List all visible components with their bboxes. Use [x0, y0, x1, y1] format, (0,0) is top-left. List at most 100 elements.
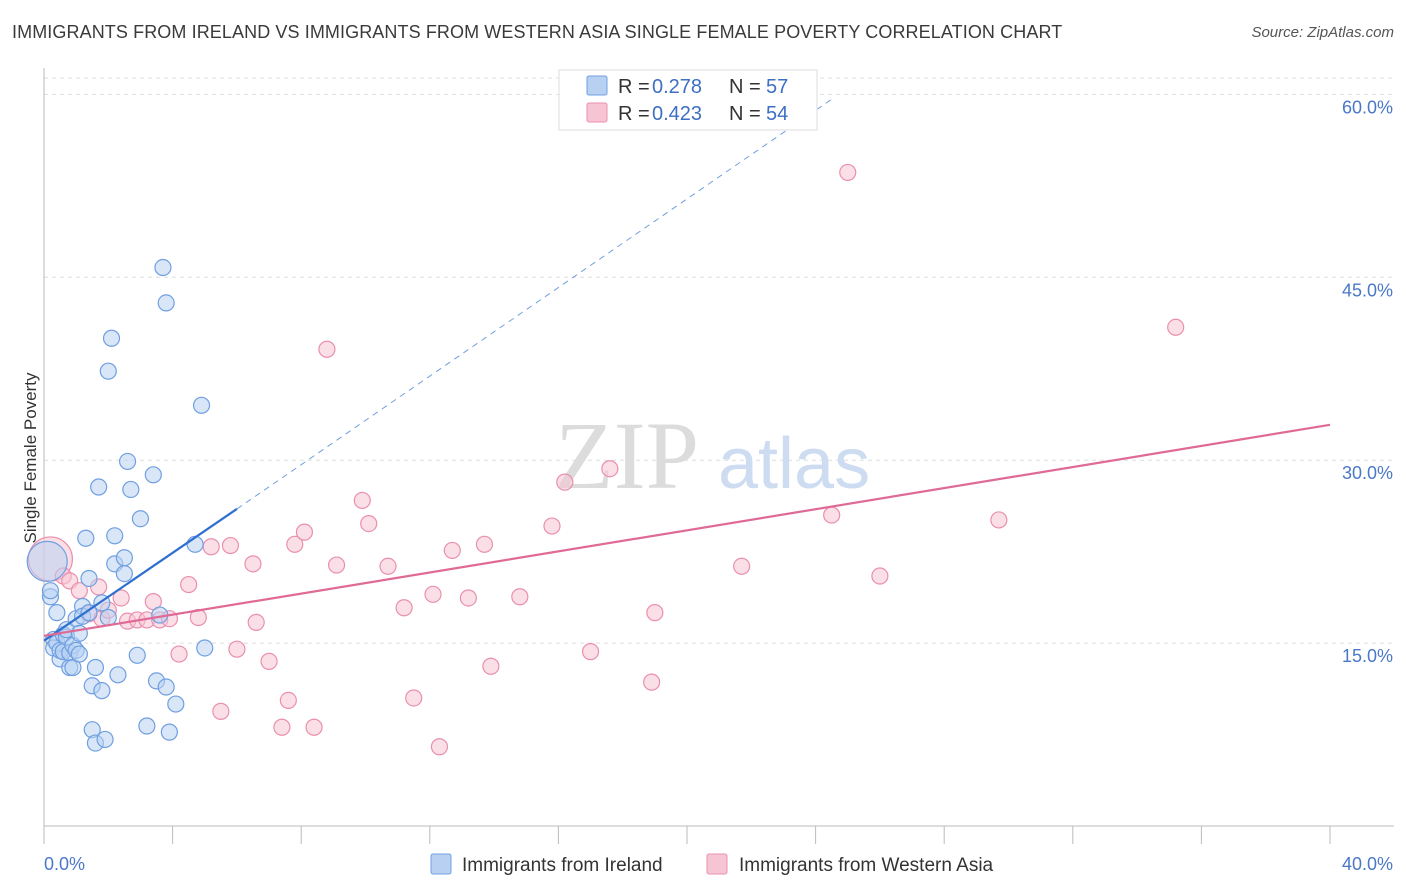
- correlation-legend: R = 0.278 N = 57 R = 0.423 N = 54: [558, 69, 818, 131]
- y-axis-label: Single Female Poverty: [21, 372, 40, 544]
- ireland-point: [122, 480, 140, 499]
- ireland-point: [41, 582, 60, 600]
- western-asia-point: [459, 589, 477, 607]
- western-asia-point: [1167, 318, 1185, 336]
- ireland-point: [80, 604, 98, 622]
- bottom-legend-swatch-western-asia: [706, 853, 728, 875]
- western-asia-point: [424, 585, 442, 603]
- ireland-point: [93, 682, 111, 700]
- western-asia-point: [543, 517, 561, 535]
- ireland-point: [70, 645, 88, 663]
- series-legend: Immigrants from Ireland Immigrants from …: [430, 853, 994, 876]
- western-asia-point: [581, 643, 600, 661]
- western-asia-point: [839, 163, 857, 182]
- western-asia-point: [990, 511, 1008, 529]
- western-asia-point: [286, 535, 304, 553]
- western-asia-point: [482, 657, 500, 675]
- western-asia-point: [273, 718, 291, 736]
- x-tick-label: 40.0%: [1342, 854, 1393, 874]
- ireland-point: [26, 540, 68, 583]
- trend-lines: [43, 98, 1331, 642]
- y-tick-label: 60.0%: [1342, 97, 1393, 117]
- western-asia-point: [379, 557, 397, 575]
- western-asia-point: [646, 604, 664, 622]
- western-asia-point: [221, 536, 240, 555]
- legend-r-value-ireland: 0.278: [652, 76, 702, 98]
- ireland-point: [77, 529, 95, 547]
- western-asia-point: [244, 555, 262, 573]
- ireland-point: [96, 730, 114, 749]
- ireland-point: [115, 549, 133, 567]
- legend-n-label-ireland: N =: [729, 76, 761, 98]
- western-asia-point: [430, 738, 449, 756]
- western-asia-point: [180, 575, 198, 594]
- ireland-point: [131, 510, 150, 528]
- ireland-points: [26, 258, 214, 752]
- ireland-point: [192, 396, 211, 414]
- western-asia-point: [443, 541, 461, 560]
- ireland-point: [160, 723, 178, 741]
- ireland-point: [70, 624, 88, 642]
- legend-swatch-ireland: [586, 75, 608, 96]
- ireland-point: [115, 564, 133, 583]
- western-asia-point: [405, 689, 423, 707]
- ireland-point: [154, 258, 172, 277]
- ireland-point: [80, 569, 98, 588]
- western-asia-point: [279, 691, 297, 710]
- bottom-legend-swatch-ireland: [430, 853, 452, 875]
- western-asia-point: [170, 645, 188, 663]
- western-asia-point: [202, 538, 220, 556]
- ireland-point: [48, 604, 66, 622]
- x-tick-labels: 0.0% 40.0%: [44, 854, 1393, 874]
- y-tick-label: 30.0%: [1342, 463, 1393, 483]
- western-asia-point: [295, 523, 314, 541]
- western-asia-point: [823, 506, 841, 524]
- watermark: ZIP atlas: [555, 402, 870, 509]
- y-tick-label: 45.0%: [1342, 280, 1393, 300]
- western-asia-point: [353, 491, 371, 510]
- ireland-point: [118, 452, 137, 471]
- legend-swatch-western-asia: [586, 102, 608, 123]
- chart-title: IMMIGRANTS FROM IRELAND VS IMMIGRANTS FR…: [12, 22, 1063, 42]
- western-asia-point: [327, 556, 346, 574]
- ireland-point: [157, 294, 175, 312]
- western-asia-point: [212, 702, 230, 720]
- western-asia-point: [112, 589, 130, 607]
- western-asia-point: [643, 673, 661, 691]
- western-asia-point: [733, 557, 751, 575]
- western-asia-point: [395, 599, 413, 617]
- western-asia-point: [511, 588, 529, 606]
- ireland-point: [109, 666, 127, 684]
- y-tick-label: 15.0%: [1342, 646, 1393, 666]
- x-tick-label: 0.0%: [44, 854, 85, 874]
- ireland-point: [86, 658, 105, 677]
- western-asia-point: [556, 473, 574, 491]
- western-asia-point: [360, 514, 378, 533]
- western-asia-point: [318, 340, 336, 358]
- western-asia-point: [260, 652, 278, 670]
- ireland-point: [106, 527, 124, 545]
- y-tick-labels: 15.0% 30.0% 45.0% 60.0%: [1342, 97, 1393, 666]
- legend-n-label-western-asia: N =: [729, 103, 761, 125]
- ireland-point: [157, 678, 175, 696]
- legend-r-value-western-asia: 0.423: [652, 103, 702, 125]
- axes: [43, 68, 1394, 844]
- western-asia-point: [228, 640, 246, 658]
- legend-n-value-western-asia: 54: [766, 103, 788, 125]
- ireland-point: [167, 695, 185, 713]
- bottom-legend-label-ireland: Immigrants from Ireland: [462, 855, 663, 876]
- western-asia-point: [601, 460, 619, 478]
- ireland-point: [99, 362, 117, 380]
- ireland-point: [99, 608, 117, 627]
- legend-r-label-western-asia: R =: [618, 103, 650, 125]
- ireland-trend-line: [43, 508, 238, 642]
- source-credit: Source: ZipAtlas.com: [1251, 24, 1394, 41]
- western-asia-point: [305, 718, 323, 736]
- legend-r-label-ireland: R =: [618, 76, 650, 98]
- ireland-point: [90, 478, 108, 496]
- ireland-point: [128, 646, 146, 664]
- ireland-point: [138, 717, 156, 735]
- watermark-zip: ZIP: [555, 402, 699, 509]
- western-asia-points: [27, 163, 1185, 756]
